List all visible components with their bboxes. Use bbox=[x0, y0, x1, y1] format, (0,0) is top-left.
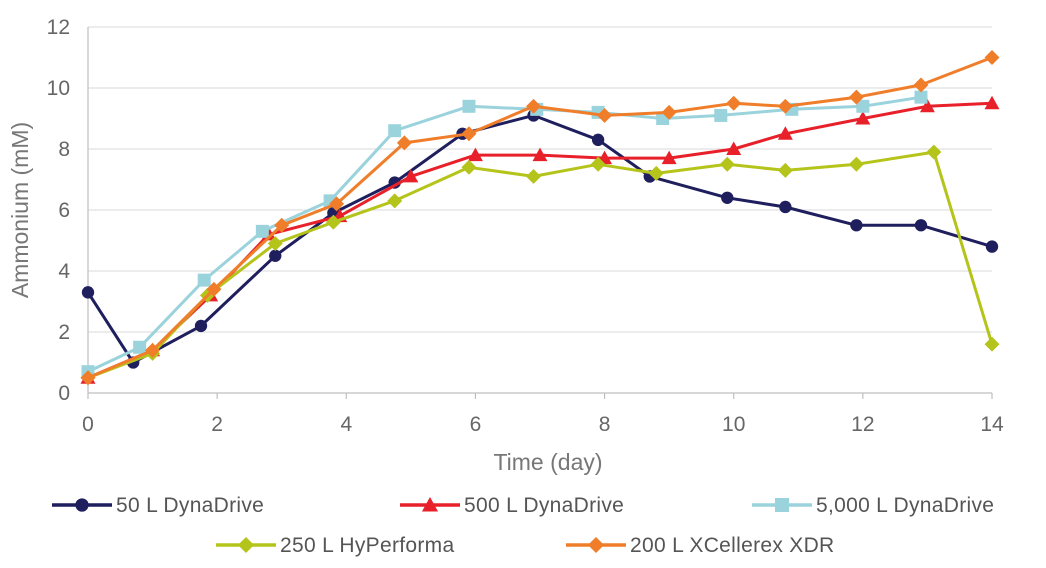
legend-label: 250 L HyPerforma bbox=[280, 534, 454, 557]
y-tick-label: 4 bbox=[58, 260, 70, 283]
data-point bbox=[387, 193, 403, 209]
data-point bbox=[329, 196, 345, 212]
data-point bbox=[777, 98, 793, 114]
x-tick-label: 8 bbox=[599, 413, 611, 436]
series-2 bbox=[81, 90, 928, 379]
data-point bbox=[133, 340, 147, 354]
data-point bbox=[396, 135, 412, 151]
data-point bbox=[913, 77, 929, 93]
data-point bbox=[461, 159, 477, 175]
data-point bbox=[194, 319, 208, 333]
legend-label: 5,000 L DynaDrive bbox=[816, 494, 994, 517]
y-tick-label: 10 bbox=[47, 77, 70, 100]
data-point bbox=[590, 156, 606, 172]
data-point bbox=[848, 89, 864, 105]
legend-label: 200 L XCellerex XDR bbox=[630, 534, 835, 557]
data-point bbox=[81, 286, 95, 299]
data-point bbox=[648, 165, 664, 181]
x-tick-label: 12 bbox=[851, 413, 874, 436]
data-point bbox=[914, 219, 928, 232]
data-point bbox=[777, 126, 793, 140]
data-point bbox=[726, 141, 742, 155]
data-point bbox=[726, 95, 742, 111]
legend-swatch-marker bbox=[587, 536, 605, 554]
data-point bbox=[919, 98, 935, 113]
y-tick-label: 6 bbox=[58, 199, 70, 222]
data-point bbox=[274, 217, 290, 233]
y-axis-title: Ammonium (mM) bbox=[7, 122, 33, 298]
y-tick-label: 0 bbox=[58, 382, 70, 405]
data-point bbox=[984, 50, 1000, 65]
data-point bbox=[325, 214, 341, 230]
legend-item: 250 L HyPerforma bbox=[216, 534, 454, 557]
data-point bbox=[661, 150, 677, 165]
grid-layer bbox=[88, 26, 992, 394]
data-point bbox=[462, 99, 476, 113]
x-axis-title: Time (day) bbox=[493, 449, 602, 475]
data-point bbox=[850, 219, 863, 232]
y-tick-label: 2 bbox=[58, 321, 70, 344]
data-point bbox=[714, 108, 728, 122]
data-point bbox=[467, 147, 483, 162]
data-point bbox=[403, 168, 419, 183]
data-point bbox=[526, 98, 542, 114]
legend-item: 50 L DynaDrive bbox=[52, 494, 264, 517]
data-point bbox=[597, 107, 613, 123]
data-point bbox=[855, 111, 871, 125]
series-line bbox=[86, 101, 994, 380]
series-1 bbox=[80, 95, 1000, 384]
data-point bbox=[461, 126, 477, 142]
legend-label: 50 L DynaDrive bbox=[116, 494, 264, 517]
y-tick-label: 12 bbox=[47, 16, 70, 39]
data-point bbox=[388, 124, 402, 138]
x-tick-label: 6 bbox=[470, 413, 482, 436]
data-point bbox=[255, 224, 269, 238]
series-4 bbox=[80, 50, 1000, 386]
x-tick-label: 0 bbox=[82, 413, 94, 436]
data-point bbox=[591, 133, 605, 147]
legend-item: 200 L XCellerex XDR bbox=[566, 534, 835, 557]
legend-item: 5,000 L DynaDrive bbox=[752, 494, 994, 517]
data-point bbox=[269, 249, 282, 262]
data-point bbox=[984, 95, 1000, 110]
data-point bbox=[719, 156, 735, 172]
x-tick-label: 2 bbox=[211, 413, 223, 436]
data-point bbox=[661, 104, 677, 120]
legend: 50 L DynaDrive 500 L DynaDrive 5,000 L Dyn… bbox=[52, 494, 994, 557]
data-point bbox=[145, 342, 161, 358]
data-point bbox=[779, 200, 792, 214]
data-point bbox=[532, 147, 548, 162]
legend-swatch-marker bbox=[75, 498, 89, 512]
data-point bbox=[206, 281, 222, 297]
data-point bbox=[848, 156, 864, 172]
data-point bbox=[80, 370, 96, 386]
legend-label: 500 L DynaDrive bbox=[464, 494, 624, 517]
axis-layer: Time (day) Ammonium (mM) 0 2 4 6 8 10 12 0 2 4 6 8 1… bbox=[7, 16, 1004, 475]
data-point bbox=[267, 236, 283, 252]
x-tick-label: 10 bbox=[722, 413, 745, 436]
legend-swatch-marker bbox=[775, 498, 789, 512]
legend-item: 500 L DynaDrive bbox=[400, 494, 624, 517]
series-line bbox=[86, 95, 923, 374]
data-point bbox=[985, 240, 999, 253]
data-point bbox=[777, 162, 793, 178]
data-point bbox=[926, 144, 942, 160]
legend-swatch-marker bbox=[421, 496, 439, 512]
data-point bbox=[197, 273, 211, 287]
data-point bbox=[526, 168, 542, 184]
series-layer bbox=[80, 50, 1000, 386]
legend-swatch-marker bbox=[237, 536, 255, 554]
x-tick-label: 4 bbox=[340, 413, 352, 436]
series-3 bbox=[80, 144, 1000, 386]
y-tick-label: 8 bbox=[58, 138, 70, 161]
data-point bbox=[856, 99, 870, 113]
data-point bbox=[721, 191, 734, 204]
data-point bbox=[984, 336, 1000, 352]
x-tick-label: 14 bbox=[980, 413, 1004, 436]
data-point bbox=[914, 90, 928, 104]
